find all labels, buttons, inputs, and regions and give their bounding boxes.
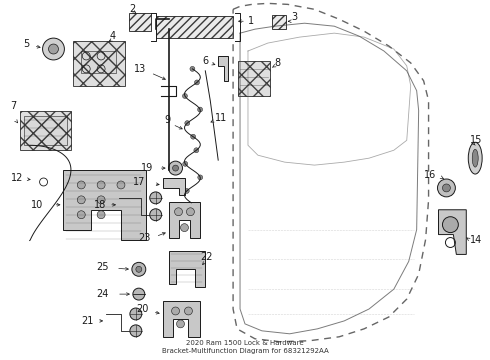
Text: 14: 14 <box>470 234 483 244</box>
Circle shape <box>77 181 85 189</box>
Circle shape <box>130 325 142 337</box>
Polygon shape <box>63 170 146 239</box>
Circle shape <box>176 320 184 328</box>
Circle shape <box>169 161 182 175</box>
Ellipse shape <box>468 142 482 174</box>
Circle shape <box>136 266 142 272</box>
Text: 23: 23 <box>138 233 151 243</box>
Circle shape <box>187 208 195 216</box>
Text: 15: 15 <box>470 135 483 145</box>
Circle shape <box>77 211 85 219</box>
Bar <box>129 13 151 31</box>
Circle shape <box>150 192 162 204</box>
Text: 16: 16 <box>424 170 437 180</box>
Text: 4: 4 <box>110 31 116 41</box>
Circle shape <box>132 262 146 276</box>
Circle shape <box>197 107 202 112</box>
Text: 22: 22 <box>200 252 213 262</box>
Circle shape <box>117 181 125 189</box>
Polygon shape <box>439 210 466 255</box>
Text: 13: 13 <box>133 64 146 74</box>
Bar <box>74 41 125 86</box>
Circle shape <box>194 148 199 153</box>
Text: 2020 Ram 1500 Lock & Hardware
Bracket-Multifunction Diagram for 68321292AA: 2020 Ram 1500 Lock & Hardware Bracket-Mu… <box>162 339 328 354</box>
Text: 5: 5 <box>24 39 30 49</box>
Text: 7: 7 <box>11 100 17 111</box>
Text: 10: 10 <box>31 200 44 210</box>
Circle shape <box>97 211 105 219</box>
Circle shape <box>184 189 189 193</box>
Circle shape <box>198 175 203 180</box>
Polygon shape <box>163 178 185 195</box>
Text: 1: 1 <box>248 16 254 26</box>
Circle shape <box>43 38 64 60</box>
Circle shape <box>150 209 162 221</box>
Ellipse shape <box>472 149 478 167</box>
Text: 12: 12 <box>11 173 24 183</box>
Bar <box>156 16 233 38</box>
Text: 21: 21 <box>81 316 93 326</box>
Bar <box>238 61 270 96</box>
Text: 19: 19 <box>141 163 153 173</box>
Circle shape <box>191 134 196 139</box>
Text: 9: 9 <box>165 116 171 126</box>
Text: 24: 24 <box>97 289 109 299</box>
Circle shape <box>182 94 188 99</box>
Circle shape <box>172 165 178 171</box>
Circle shape <box>172 307 179 315</box>
Circle shape <box>442 217 458 233</box>
Text: 6: 6 <box>202 56 208 66</box>
Text: 11: 11 <box>215 113 227 123</box>
Text: 2: 2 <box>129 4 135 14</box>
Bar <box>81 51 116 73</box>
Text: 3: 3 <box>292 12 298 22</box>
Polygon shape <box>163 301 200 337</box>
Circle shape <box>183 161 188 166</box>
Circle shape <box>97 196 105 204</box>
Text: 8: 8 <box>275 58 281 68</box>
Text: 20: 20 <box>136 304 149 314</box>
Bar <box>20 111 72 150</box>
Circle shape <box>190 66 195 71</box>
Circle shape <box>185 121 190 126</box>
Text: 17: 17 <box>133 177 146 187</box>
Bar <box>24 116 68 145</box>
Circle shape <box>184 307 193 315</box>
Polygon shape <box>169 251 205 287</box>
Circle shape <box>195 80 199 85</box>
Text: 18: 18 <box>94 200 106 210</box>
Circle shape <box>49 44 58 54</box>
Circle shape <box>97 181 105 189</box>
Circle shape <box>180 224 189 231</box>
Polygon shape <box>218 56 228 81</box>
Circle shape <box>77 196 85 204</box>
Circle shape <box>438 179 455 197</box>
Text: 25: 25 <box>97 262 109 272</box>
Circle shape <box>442 184 450 192</box>
Circle shape <box>130 308 142 320</box>
Circle shape <box>174 208 182 216</box>
Polygon shape <box>169 202 200 238</box>
Bar <box>272 15 286 29</box>
Circle shape <box>133 288 145 300</box>
